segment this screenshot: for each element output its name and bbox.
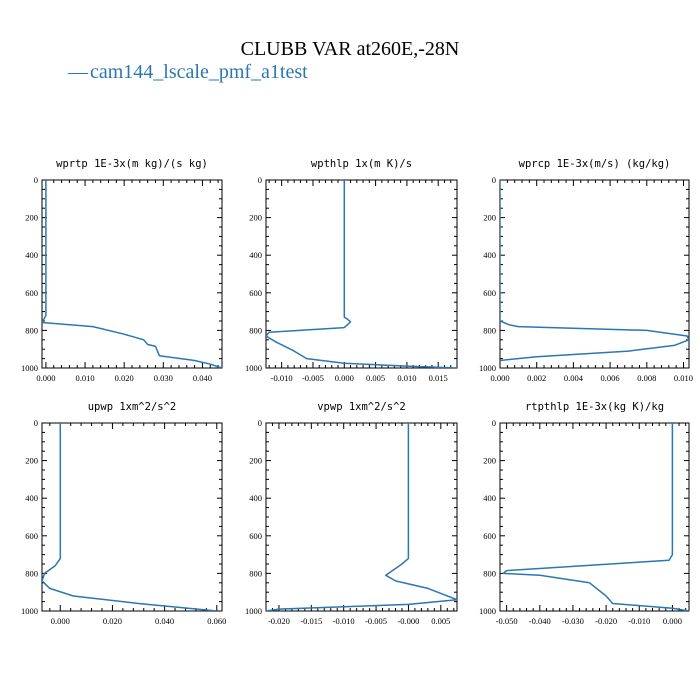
- plot-frame: [41, 422, 223, 612]
- y-tick-label: 200: [25, 213, 38, 223]
- y-tick-label: 600: [25, 531, 38, 541]
- x-tick-label: 0.040: [155, 616, 174, 626]
- y-tick-label: 800: [25, 568, 38, 578]
- y-tick-label: 600: [483, 531, 496, 541]
- series-line: [500, 180, 689, 362]
- panel-6: rtpthlp 1E-3x(kg K)/kg02004006008001000-…: [479, 401, 690, 626]
- x-tick-label: 0.040: [193, 373, 212, 383]
- y-tick-label: 0: [492, 418, 496, 428]
- x-tick-label: 0.005: [366, 373, 385, 383]
- y-tick-label: 200: [249, 213, 262, 223]
- y-tick-label: 1000: [245, 606, 262, 616]
- y-tick-label: 400: [249, 493, 262, 503]
- x-tick-label: -0.000: [397, 616, 419, 626]
- x-tick-label: 0.010: [674, 373, 693, 383]
- y-tick-label: 600: [483, 288, 496, 298]
- panel-5: vpwp 1xm^2/s^2 0 200 400 600 800 1000 -0.020 -0.…: [245, 401, 458, 626]
- x-tick-label: 0.004: [564, 373, 584, 383]
- x-tick-label: -0.020: [268, 616, 290, 626]
- plot-frame: [265, 422, 458, 612]
- x-tick-label: 0.000: [335, 373, 354, 383]
- y-tick-label: 1000: [479, 363, 496, 373]
- x-tick-label: 0.010: [397, 373, 416, 383]
- y-tick-label: 400: [25, 250, 38, 260]
- y-tick-label: 400: [249, 250, 262, 260]
- y-tick-label: 800: [483, 568, 496, 578]
- y-tick-label: 800: [249, 568, 262, 578]
- y-tick-label: 0: [34, 418, 38, 428]
- y-tick-label: 0: [34, 175, 38, 185]
- x-tick-label: 0.000: [36, 373, 55, 383]
- figure-title: CLUBB VAR at260E,-28N: [241, 38, 460, 60]
- y-tick-label: 600: [249, 531, 262, 541]
- y-tick-label: 800: [249, 325, 262, 335]
- plot-frame: [499, 422, 690, 612]
- panel-4: upwp 1xm^2/s^2 0 200 400 600 800 1000 0.000 0.02…: [21, 401, 226, 626]
- x-tick-label: -0.010: [271, 373, 293, 383]
- x-tick-label: -0.050: [496, 616, 518, 626]
- series-line: [502, 423, 689, 611]
- x-tick-label: 0.000: [51, 616, 70, 626]
- x-tick-label: 0.020: [103, 616, 122, 626]
- y-tick-label: 200: [483, 456, 496, 466]
- y-tick-label: 0: [492, 175, 496, 185]
- legend-marker: —: [67, 61, 89, 83]
- panel-1: wprtp 1E-3x(m kg)/(s kg) 0 200 400 600 800 100…: [21, 158, 223, 383]
- y-tick-label: 600: [25, 288, 38, 298]
- y-tick-label: 1000: [245, 363, 262, 373]
- x-tick-label: 0.006: [601, 373, 620, 383]
- y-tick-label: 400: [483, 493, 496, 503]
- x-tick-label: -0.030: [562, 616, 584, 626]
- x-tick-label: 0.000: [663, 616, 682, 626]
- x-tick-label: -0.020: [595, 616, 617, 626]
- x-tick-label: 0.005: [431, 616, 450, 626]
- plot-frame: [265, 179, 458, 369]
- series-line: [266, 423, 457, 611]
- x-tick-label: -0.015: [300, 616, 322, 626]
- x-tick-label: -0.010: [333, 616, 355, 626]
- x-tick-label: 0.010: [75, 373, 94, 383]
- x-tick-label: 0.020: [115, 373, 134, 383]
- y-tick-label: 0: [258, 418, 262, 428]
- y-tick-label: 400: [25, 493, 38, 503]
- y-tick-label: 200: [249, 456, 262, 466]
- panel-2: wpthlp 1x(m K)/s 0 200 400 600 800 1000 -0.010-…: [245, 158, 458, 383]
- x-tick-label: -0.010: [628, 616, 650, 626]
- y-tick-label: 1000: [21, 606, 38, 616]
- x-tick-label: -0.040: [529, 616, 551, 626]
- plot-frame: [499, 179, 690, 369]
- x-tick-label: -0.005: [302, 373, 324, 383]
- plot-frame: [41, 179, 223, 369]
- series-line: [42, 423, 217, 611]
- x-tick-label: 0.002: [527, 373, 546, 383]
- x-tick-label: 0.030: [154, 373, 173, 383]
- y-tick-label: 600: [249, 288, 262, 298]
- y-tick-label: 0: [258, 175, 262, 185]
- y-tick-label: 200: [25, 456, 38, 466]
- y-tick-label: 400: [483, 250, 496, 260]
- x-tick-label: 0.008: [637, 373, 656, 383]
- panels-group: wprtp 1E-3x(m kg)/(s kg) 0 200 400 600 800 100…: [21, 158, 693, 626]
- series-line: [42, 180, 222, 368]
- panel-title: rtpthlp 1E-3x(kg K)/kg: [525, 401, 664, 413]
- panel-title: upwp 1xm^2/s^2: [88, 401, 177, 413]
- x-tick-label: 0.015: [429, 373, 448, 383]
- panel-title: vpwp 1xm^2/s^2: [317, 401, 406, 413]
- series-line: [266, 180, 457, 368]
- legend: — cam144_lscale_pmf_a1test: [67, 61, 308, 83]
- y-tick-label: 1000: [479, 606, 496, 616]
- panel-title: wpthlp 1x(m K)/s: [311, 158, 412, 170]
- x-tick-label: 0.000: [490, 373, 509, 383]
- panel-title: wprcp 1E-3x(m/s) (kg/kg): [519, 158, 671, 170]
- panel-title: wprtp 1E-3x(m kg)/(s kg): [56, 158, 208, 170]
- y-tick-label: 800: [483, 325, 496, 335]
- y-tick-label: 800: [25, 325, 38, 335]
- y-tick-label: 200: [483, 213, 496, 223]
- panel-3: wprcp 1E-3x(m/s) (kg/kg) 0 200 400 600 800 100…: [479, 158, 693, 383]
- legend-label: cam144_lscale_pmf_a1test: [90, 61, 308, 83]
- x-tick-label: 0.060: [207, 616, 226, 626]
- y-tick-label: 1000: [21, 363, 38, 373]
- x-tick-label: -0.005: [365, 616, 387, 626]
